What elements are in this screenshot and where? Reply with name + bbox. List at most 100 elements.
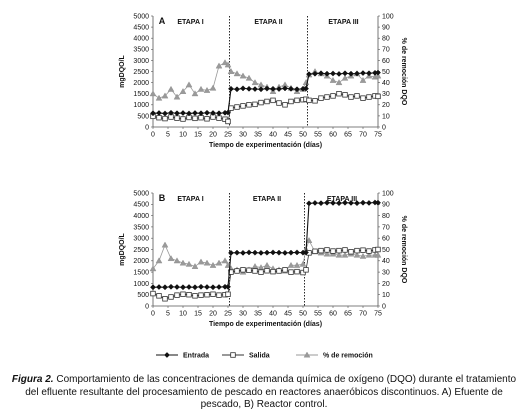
panel-b-y-tick-label: 4000: [133, 213, 149, 220]
panel-a-data-point: [375, 93, 381, 100]
panel-b-x-tick-label: 75: [374, 311, 382, 318]
panel-a-data-point: [239, 72, 247, 79]
panel-b-data-point: [180, 284, 186, 291]
panel-b-stage-label: ETAPA III: [327, 196, 357, 203]
panel-a-x-tick-label: 35: [254, 132, 262, 139]
legend-item-2: % de remoción: [296, 351, 373, 360]
panel-b-data-point: [216, 284, 222, 290]
panel-a-data-point: [221, 59, 229, 66]
panel-a-x-tick-label: 30: [239, 132, 247, 139]
panel-b-data-point: [234, 268, 240, 274]
panel-b-data-point: [375, 246, 381, 253]
panel-b-data-point: [335, 251, 343, 258]
panel-a-data-point: [288, 98, 294, 105]
panel-b-data-point: [240, 267, 246, 273]
panel-a-data-point: [225, 118, 231, 125]
panel-b-x-tick-label: 50: [299, 311, 307, 318]
panel-a-data-point: [354, 93, 360, 99]
panel-b-data-point: [287, 261, 295, 268]
panel-a-data-point: [294, 97, 300, 104]
panel-a-data-point: [306, 71, 312, 78]
panel-b-data-point: [240, 249, 246, 256]
panel-a-data-point: [374, 72, 382, 79]
panel-a-data-point: [191, 90, 199, 97]
panel-a-data-point: [162, 115, 168, 122]
panel-b-data-point: [252, 249, 258, 256]
panel-a-data-point: [264, 98, 270, 105]
panel-a-data-point: [161, 92, 169, 99]
panel-b-data-point: [348, 249, 354, 255]
panel-b-data-point: [318, 200, 324, 207]
panel-a-data-point: [270, 85, 276, 92]
panel-a-data-point: [336, 91, 342, 97]
panel-a-data-point: [306, 97, 312, 104]
panel-a-data-point: [225, 109, 231, 116]
panel-b-stage-label: ETAPA II: [253, 196, 281, 203]
panel-a-x-tick-label: 15: [194, 132, 202, 139]
panel-a-data-point: [312, 98, 318, 104]
panel-b-y2-tick-label: 70: [382, 224, 390, 231]
panel-b-y-tick-label: 0: [145, 303, 149, 310]
panel-b-y2-axis-title: % de remoción DQO: [400, 216, 407, 284]
panel-a-y2-tick-label: 20: [382, 102, 390, 109]
panel-b-data-point: [264, 249, 270, 256]
panel-b-data-point: [186, 284, 192, 290]
panel-b-x-tick-label: 35: [254, 311, 262, 318]
panel-b-data-point: [294, 249, 300, 256]
panel-b-data-point: [203, 259, 211, 266]
panel-a-data-point: [180, 110, 186, 116]
panel-b-data-point: [293, 261, 301, 268]
panel-a-data-point: [366, 94, 372, 100]
panel-a-y-tick-label: 3000: [133, 58, 149, 65]
panel-a-data-point: [156, 114, 162, 121]
panel-a-data-point: [185, 81, 193, 88]
panel-b-data-point: [323, 250, 331, 257]
panel-b-data-point: [348, 199, 354, 206]
panel-a-data-point: [246, 102, 252, 108]
panel-b-data-point: [192, 284, 198, 291]
panel-a-data-point: [312, 70, 318, 77]
panel-a-data-point: [179, 88, 187, 94]
panel-b-series-salida: [150, 246, 381, 302]
panel-b-y-tick-label: 1000: [133, 281, 149, 288]
panel-a-data-point: [318, 95, 324, 101]
panel-b-stage-label: ETAPA I: [177, 196, 203, 203]
panel-b-data-point: [375, 199, 381, 206]
panel-a-data-point: [252, 101, 258, 108]
panel-b-data-point: [341, 251, 349, 258]
panel-a-data-point: [233, 70, 241, 77]
panel-a-y2-tick-label: 90: [382, 25, 390, 32]
panel-a-data-point: [204, 109, 210, 116]
panel-a-y2-tick-label: 40: [382, 80, 390, 87]
panel-a-data-point: [336, 70, 342, 77]
panel-a-data-point: [203, 86, 211, 93]
figure-caption: Figura 2. Comportamiento de las concentr…: [6, 374, 522, 412]
panel-a-data-point: [227, 68, 235, 74]
panel-b-x-tick-label: 20: [209, 311, 217, 318]
panel-b-data-point: [179, 259, 187, 266]
panel-b-data-point: [155, 257, 163, 264]
panel-a-data-point: [228, 85, 234, 92]
panel-a-y-tick-label: 1500: [133, 91, 149, 98]
panel-b-data-point: [252, 268, 258, 274]
panel-b-data-point: [288, 269, 294, 275]
panel-a-data-point: [276, 86, 282, 92]
panel-b-data-point: [168, 294, 174, 300]
panel-b-data-point: [198, 292, 204, 298]
panel-a-y-tick-label: 2500: [133, 69, 149, 76]
panel-b-data-point: [336, 200, 342, 207]
panel-b-data-point: [225, 291, 231, 297]
panel-b-data-point: [360, 247, 366, 253]
panel-a-x-tick-label: 25: [224, 132, 232, 139]
panel-a-data-point: [360, 95, 366, 101]
panel-a-y2-tick-label: 10: [382, 113, 390, 120]
panel-b-x-tick-label: 25: [224, 311, 232, 318]
panel-b-data-point: [258, 269, 264, 275]
panel-b-y-tick-label: 5000: [133, 190, 149, 197]
panel-a-y-tick-label: 3500: [133, 47, 149, 54]
panel-b-data-point: [336, 247, 342, 254]
panel-a-data-point: [375, 69, 381, 76]
panel-b-data-point: [156, 293, 162, 299]
panel-a-x-tick-label: 45: [284, 132, 292, 139]
panel-b-x-tick-label: 15: [194, 311, 202, 318]
